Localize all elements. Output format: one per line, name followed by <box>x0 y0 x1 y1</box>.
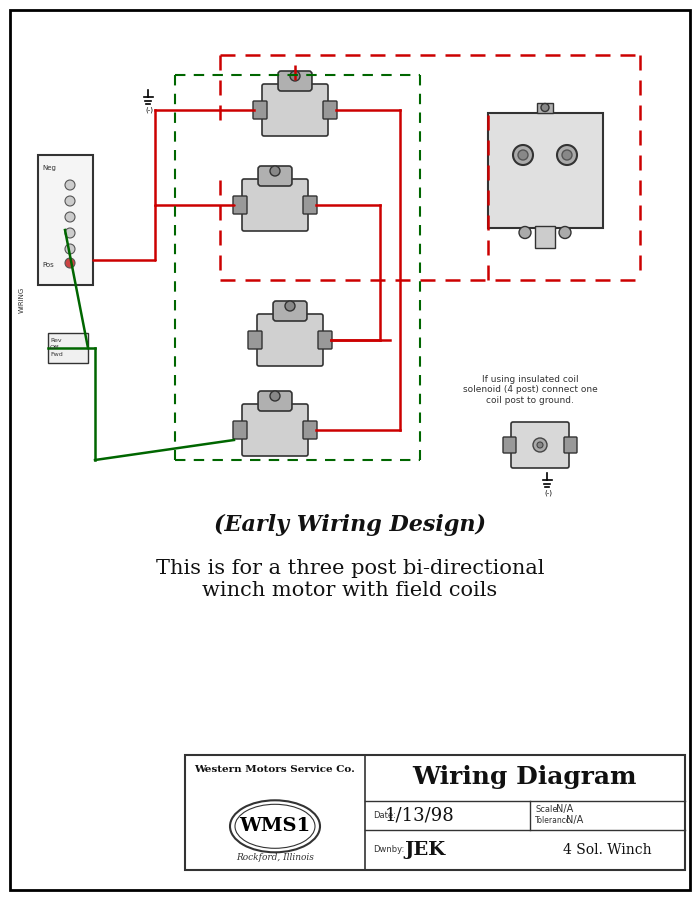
Text: Rockford, Illinois: Rockford, Illinois <box>236 853 314 862</box>
FancyBboxPatch shape <box>242 179 308 231</box>
Circle shape <box>65 258 75 268</box>
Text: Pos: Pos <box>43 262 55 268</box>
Circle shape <box>65 244 75 254</box>
FancyBboxPatch shape <box>258 391 292 411</box>
FancyBboxPatch shape <box>257 314 323 366</box>
Text: JEK: JEK <box>405 841 446 859</box>
Circle shape <box>519 227 531 239</box>
Text: (-): (-) <box>145 107 153 113</box>
FancyBboxPatch shape <box>318 331 332 349</box>
Circle shape <box>65 212 75 222</box>
FancyBboxPatch shape <box>278 71 312 91</box>
Text: Wiring Diagram: Wiring Diagram <box>413 765 637 789</box>
Circle shape <box>65 180 75 190</box>
Text: Western Motors Service Co.: Western Motors Service Co. <box>195 766 356 775</box>
Circle shape <box>290 71 300 81</box>
Circle shape <box>513 145 533 165</box>
Text: If using insulated coil
solenoid (4 post) connect one
coil post to ground.: If using insulated coil solenoid (4 post… <box>463 375 597 405</box>
Circle shape <box>537 442 543 448</box>
Circle shape <box>285 301 295 311</box>
Text: Tolerancc: Tolerancc <box>535 816 571 825</box>
Bar <box>48 333 88 363</box>
Circle shape <box>65 196 75 206</box>
Text: 4 Sol. Winch: 4 Sol. Winch <box>564 843 652 857</box>
FancyBboxPatch shape <box>253 101 267 119</box>
Text: Neg: Neg <box>43 165 57 171</box>
Text: WMS1: WMS1 <box>239 817 311 835</box>
FancyBboxPatch shape <box>323 101 337 119</box>
Ellipse shape <box>235 805 315 849</box>
Text: N/A: N/A <box>556 804 573 814</box>
Text: Rev: Rev <box>50 338 62 343</box>
Circle shape <box>541 104 549 112</box>
Text: WIRING: WIRING <box>19 287 25 313</box>
Bar <box>38 155 92 285</box>
Circle shape <box>562 150 572 160</box>
FancyBboxPatch shape <box>233 196 247 214</box>
FancyBboxPatch shape <box>248 331 262 349</box>
Text: Dwnby:: Dwnby: <box>373 845 405 854</box>
Circle shape <box>65 228 75 238</box>
Ellipse shape <box>230 800 320 852</box>
FancyBboxPatch shape <box>564 437 577 453</box>
FancyBboxPatch shape <box>258 166 292 186</box>
Bar <box>535 226 555 248</box>
FancyBboxPatch shape <box>233 421 247 439</box>
Circle shape <box>270 166 280 176</box>
FancyBboxPatch shape <box>303 421 317 439</box>
Circle shape <box>518 150 528 160</box>
Text: N/A: N/A <box>566 815 584 825</box>
FancyBboxPatch shape <box>503 437 516 453</box>
Circle shape <box>270 391 280 401</box>
Text: Off: Off <box>50 345 60 350</box>
Circle shape <box>557 145 577 165</box>
Text: This is for a three post bi-directional
winch motor with field coils: This is for a three post bi-directional … <box>155 560 545 600</box>
Circle shape <box>559 227 571 239</box>
FancyBboxPatch shape <box>242 404 308 456</box>
Text: Scale:: Scale: <box>535 805 561 814</box>
FancyBboxPatch shape <box>511 422 569 468</box>
Text: 1/13/98: 1/13/98 <box>385 806 455 824</box>
Circle shape <box>533 438 547 452</box>
Bar <box>185 755 685 870</box>
FancyBboxPatch shape <box>273 301 307 321</box>
Text: Fwd: Fwd <box>50 352 63 357</box>
Text: Date:: Date: <box>373 811 396 820</box>
FancyBboxPatch shape <box>262 84 328 136</box>
Bar <box>487 112 603 228</box>
Bar <box>537 103 553 112</box>
Text: (-): (-) <box>544 490 552 496</box>
FancyBboxPatch shape <box>303 196 317 214</box>
Text: (Early Wiring Design): (Early Wiring Design) <box>214 514 486 536</box>
